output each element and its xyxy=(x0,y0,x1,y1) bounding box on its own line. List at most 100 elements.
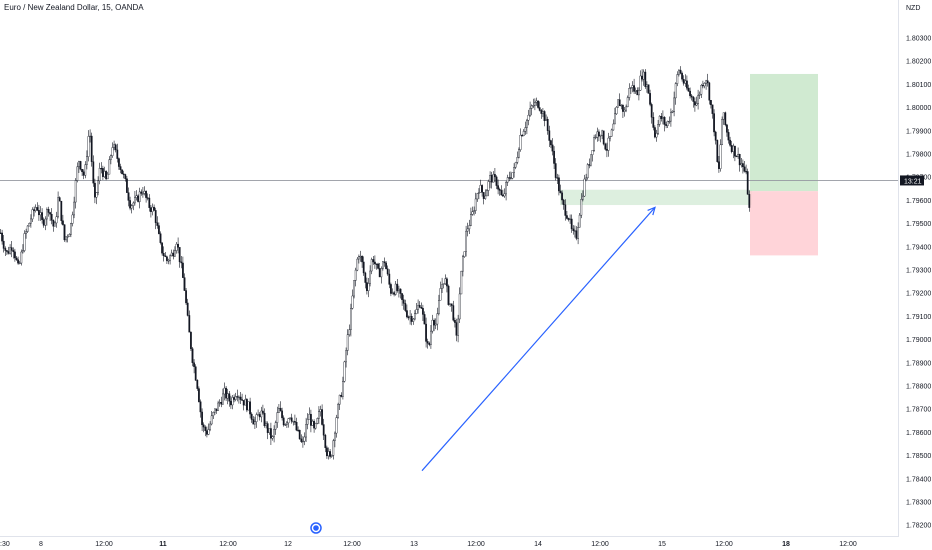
candle-body xyxy=(313,420,315,429)
candle-body xyxy=(407,316,410,319)
candle-body xyxy=(76,166,79,181)
candle-body xyxy=(252,419,255,425)
x-tick-label: 12:00 xyxy=(591,541,609,548)
candle-body xyxy=(302,440,304,443)
candle-body xyxy=(311,420,314,426)
candle-body xyxy=(740,163,743,166)
candle-body xyxy=(273,428,275,437)
candle-body xyxy=(268,428,271,433)
x-tick-label: 18 xyxy=(782,541,790,548)
candle-body xyxy=(255,414,258,422)
candle-body xyxy=(151,206,154,212)
candle-body xyxy=(33,209,36,211)
candle-body xyxy=(727,132,730,141)
candle-body xyxy=(695,103,698,106)
candle-body xyxy=(746,171,749,195)
candle-body xyxy=(188,315,191,333)
candle-body xyxy=(30,218,32,224)
candle-body xyxy=(353,280,355,297)
candle-body xyxy=(542,111,544,114)
candle-body xyxy=(500,190,503,196)
candle-body xyxy=(60,200,63,221)
currency-label[interactable]: NZD xyxy=(906,5,921,12)
x-axis[interactable]: :30 8 12:00 11 12:00 12 12:00 13 12:00 14 12:00 15 1… xyxy=(0,541,857,548)
candle-body xyxy=(372,259,375,263)
candle-body xyxy=(17,259,19,264)
candle-body xyxy=(194,366,197,381)
candle-body xyxy=(586,164,589,179)
candle-body xyxy=(217,402,219,411)
candle-body xyxy=(497,185,499,190)
candle-body xyxy=(324,435,327,448)
candle-body xyxy=(233,397,235,400)
candle-body xyxy=(711,104,714,114)
candle-body xyxy=(356,258,359,271)
x-tick-label: 12:00 xyxy=(839,541,857,548)
candle-body xyxy=(69,223,72,235)
candle-body xyxy=(330,455,333,457)
candle-body xyxy=(13,251,16,259)
candle-body xyxy=(569,218,572,220)
y-tick-label: 1.78500 xyxy=(906,453,931,460)
candle-body xyxy=(540,110,543,114)
trend-arrow[interactable] xyxy=(421,206,656,472)
y-axis[interactable]: 1.80300 1.80200 1.80100 1.80000 1.79900 1.798… xyxy=(906,36,931,530)
candle-body xyxy=(122,173,125,175)
candle-body xyxy=(450,303,453,306)
candle-body xyxy=(364,272,367,283)
candle-body xyxy=(77,161,80,168)
candle-body xyxy=(431,319,434,332)
x-tick-label: 15 xyxy=(658,541,666,548)
candle-body xyxy=(599,134,602,137)
candle-body xyxy=(346,334,349,351)
candle-body xyxy=(426,341,429,344)
candle-body xyxy=(570,218,573,230)
candle-body xyxy=(226,393,229,399)
candle-body xyxy=(610,129,613,137)
candle-body xyxy=(719,144,722,169)
candle-body xyxy=(588,164,591,166)
candle-body xyxy=(460,270,463,295)
candle-body xyxy=(455,322,458,336)
candle-body xyxy=(415,309,418,314)
candle-body xyxy=(694,101,696,106)
candle-body xyxy=(210,415,213,425)
candle-body xyxy=(270,428,272,439)
candle-body xyxy=(12,250,15,253)
candle-body xyxy=(462,256,464,272)
candle-body xyxy=(92,161,95,184)
candle-body xyxy=(567,218,570,220)
candle-body xyxy=(465,230,467,252)
candle-body xyxy=(20,251,23,264)
candle-body xyxy=(4,248,7,251)
candle-body xyxy=(322,424,325,436)
candle-body xyxy=(543,111,546,121)
candle-body xyxy=(332,440,335,456)
candle-body xyxy=(359,256,362,258)
candle-body xyxy=(522,131,525,137)
event-marker[interactable] xyxy=(310,522,322,534)
candle-body xyxy=(100,168,103,170)
candle-body xyxy=(137,195,139,202)
candle-body xyxy=(690,95,693,98)
candle-body xyxy=(633,85,636,92)
candle-body xyxy=(1,232,3,242)
candle-body xyxy=(44,218,47,226)
candle-body xyxy=(697,95,700,104)
candle-body xyxy=(125,178,128,193)
candle-body xyxy=(117,158,120,167)
candle-body xyxy=(345,350,347,363)
y-tick-label: 1.79200 xyxy=(906,291,931,298)
candle-body xyxy=(417,305,419,310)
arrow-head xyxy=(647,206,656,216)
candle-body xyxy=(615,107,618,115)
candle-body xyxy=(253,421,256,425)
candle-body xyxy=(257,414,259,416)
candle-body xyxy=(748,194,751,208)
candle-body xyxy=(726,124,728,133)
candle-body xyxy=(558,177,560,192)
y-tick-label: 1.78400 xyxy=(906,476,931,483)
candle-body xyxy=(673,97,676,112)
